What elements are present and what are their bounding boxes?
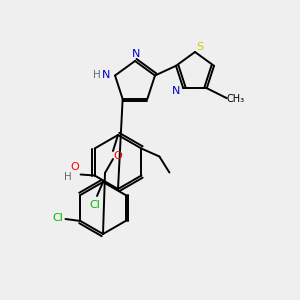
Text: N: N xyxy=(132,49,140,59)
Text: N: N xyxy=(172,86,180,96)
Text: Cl: Cl xyxy=(52,213,63,223)
Text: CH₃: CH₃ xyxy=(227,94,245,104)
Text: H: H xyxy=(64,172,71,182)
Text: N: N xyxy=(102,70,110,80)
Text: O: O xyxy=(70,161,79,172)
Text: S: S xyxy=(196,42,204,52)
Text: Cl: Cl xyxy=(90,200,101,210)
Text: H: H xyxy=(93,70,101,80)
Text: O: O xyxy=(114,151,122,161)
